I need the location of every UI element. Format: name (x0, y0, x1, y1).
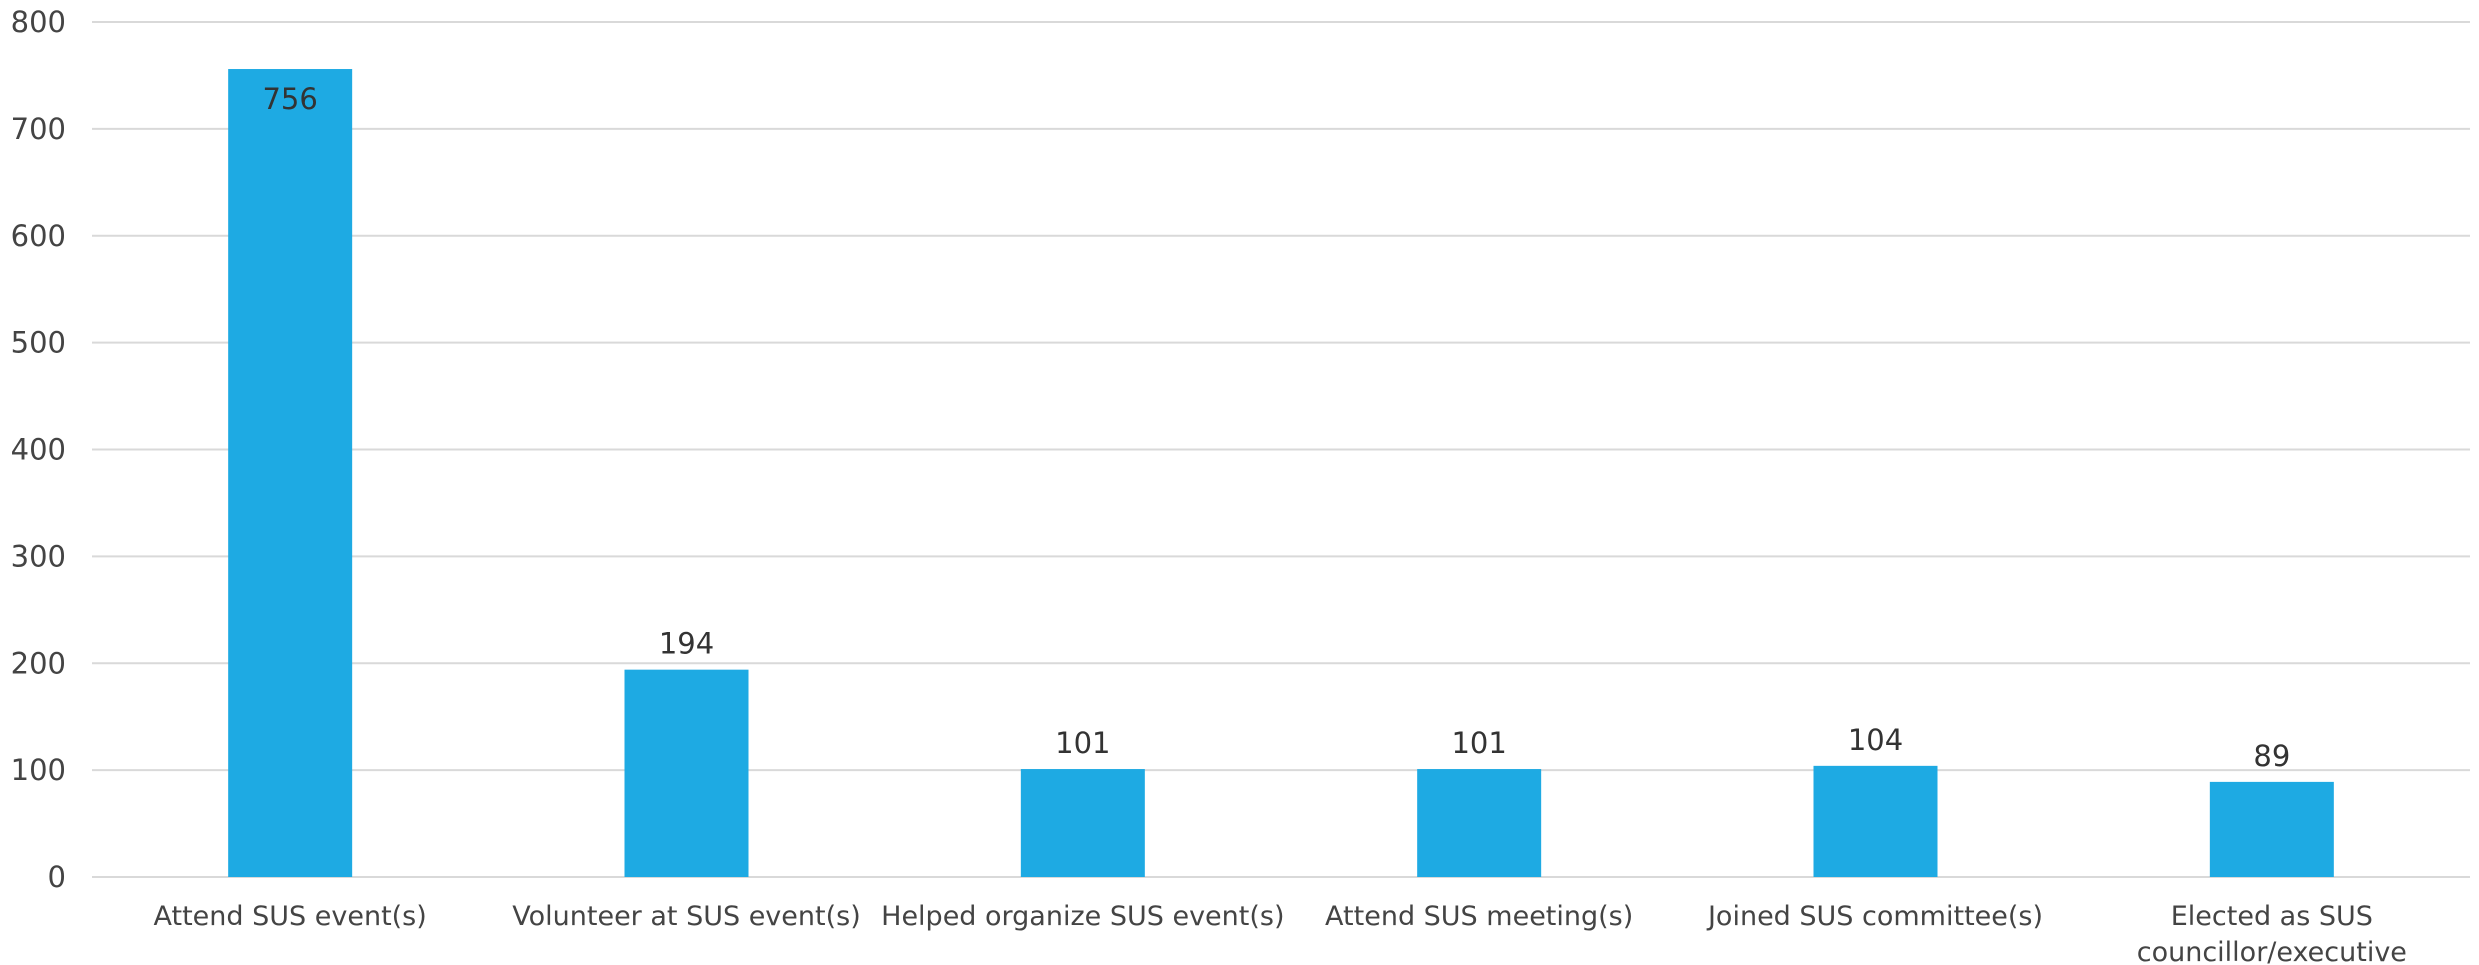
y-axis: 0 100 200 300 400 500 600 700 800 (11, 5, 66, 894)
data-label: 194 (659, 627, 714, 661)
x-tick-label: Helped organize SUS event(s) (881, 901, 1284, 932)
bar (228, 69, 353, 877)
bar (624, 669, 749, 877)
data-label: 101 (1055, 726, 1110, 760)
x-tick-label: Volunteer at SUS event(s) (512, 901, 860, 932)
data-label: 104 (1848, 723, 1903, 757)
bar (1020, 769, 1145, 877)
y-tick-label: 400 (11, 433, 66, 467)
y-tick-label: 100 (11, 753, 66, 787)
x-tick-label: Joined SUS committee(s) (1706, 901, 2043, 932)
x-tick-label: councillor/executive (2137, 937, 2407, 965)
y-tick-label: 500 (11, 326, 66, 360)
data-label: 756 (262, 82, 317, 116)
data-label: 101 (1451, 726, 1506, 760)
data-label: 89 (2253, 739, 2290, 773)
x-tick-label: Attend SUS meeting(s) (1325, 901, 1633, 932)
bar (2209, 781, 2334, 877)
x-axis: Attend SUS event(s) Volunteer at SUS even… (154, 901, 2407, 965)
y-tick-label: 200 (11, 646, 66, 680)
bars (228, 69, 2334, 877)
y-tick-label: 600 (11, 219, 66, 253)
y-tick-label: 300 (11, 539, 66, 573)
y-tick-label: 700 (11, 112, 66, 146)
y-tick-label: 0 (48, 860, 66, 894)
data-labels: 756 194 101 101 104 89 (262, 82, 2290, 773)
y-tick-label: 800 (11, 5, 66, 39)
x-tick-label: Elected as SUS (2171, 901, 2373, 932)
gridlines (92, 21, 2470, 878)
bar (1813, 765, 1938, 877)
x-tick-label: Attend SUS event(s) (154, 901, 427, 932)
bar (1417, 769, 1542, 877)
